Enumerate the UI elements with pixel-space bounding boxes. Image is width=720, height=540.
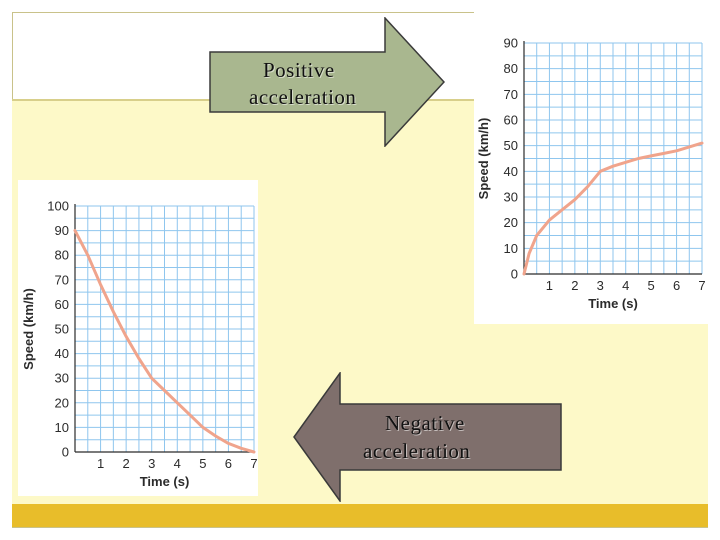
positive-acceleration-arrow: Positive acceleration <box>209 17 445 147</box>
x-axis-title: Time (s) <box>588 296 638 311</box>
y-axis-title: Speed (km/h) <box>21 288 36 370</box>
x-tick-label: 6 <box>673 278 680 293</box>
y-tick-label: 30 <box>504 190 518 205</box>
y-tick-label: 70 <box>504 87 518 102</box>
y-tick-label: 10 <box>504 241 518 256</box>
x-tick-label: 3 <box>597 278 604 293</box>
bottom-bar <box>12 504 708 527</box>
y-tick-label: 100 <box>47 199 69 214</box>
positive-arrow-label-line1: Positive <box>263 58 335 82</box>
grid <box>524 42 703 274</box>
y-tick-label: 80 <box>504 61 518 76</box>
y-tick-label: 0 <box>511 267 518 282</box>
x-tick-label: 2 <box>571 278 578 293</box>
y-tick-label: 30 <box>55 371 69 386</box>
y-tick-label: 60 <box>55 297 69 312</box>
y-tick-label: 60 <box>504 113 518 128</box>
grid <box>75 205 255 452</box>
y-tick-label: 40 <box>504 164 518 179</box>
x-axis-title: Time (s) <box>140 474 190 489</box>
y-tick-label: 80 <box>55 248 69 263</box>
y-tick-label: 40 <box>55 346 69 361</box>
right-arrow-shape <box>209 17 445 147</box>
x-tick-label: 2 <box>123 456 130 471</box>
negative-arrow-label-line2: acceleration <box>363 439 471 463</box>
x-tick-label: 7 <box>698 278 705 293</box>
negative-arrow-label-line1: Negative <box>385 411 465 435</box>
negative-acceleration-arrow: Negative acceleration <box>293 372 563 502</box>
y-tick-label: 50 <box>55 322 69 337</box>
y-tick-label: 20 <box>504 215 518 230</box>
y-tick-label: 50 <box>504 138 518 153</box>
x-tick-label: 1 <box>97 456 104 471</box>
x-tick-label: 5 <box>648 278 655 293</box>
x-tick-label: 5 <box>199 456 206 471</box>
positive-acceleration-chart: 0 10 20 30 40 50 60 70 80 90 1 2 3 4 5 6 7 Time (s) Speed … <box>474 12 708 324</box>
negative-speed-curve <box>73 229 256 454</box>
x-tick-label: 4 <box>622 278 629 293</box>
negative-chart-svg: 0 10 20 30 40 50 60 70 80 90 100 1 2 3 4 5 6 7 Time (s) Spe… <box>21 199 258 490</box>
x-tick-label: 1 <box>546 278 553 293</box>
y-tick-label: 90 <box>55 223 69 238</box>
x-tick-label: 7 <box>250 456 257 471</box>
left-arrow-shape <box>293 372 562 502</box>
positive-speed-curve <box>522 141 704 276</box>
positive-chart-svg: 0 10 20 30 40 50 60 70 80 90 1 2 3 4 5 6 7 Time (s) Speed … <box>476 36 706 312</box>
y-axis-title: Speed (km/h) <box>476 118 491 200</box>
negative-acceleration-chart: 0 10 20 30 40 50 60 70 80 90 100 1 2 3 4 5 6 7 Time (s) Spe… <box>18 180 258 496</box>
x-tick-label: 6 <box>225 456 232 471</box>
y-tick-label: 10 <box>55 420 69 435</box>
y-tick-label: 20 <box>55 395 69 410</box>
x-tick-label: 4 <box>174 456 181 471</box>
x-tick-label: 3 <box>148 456 155 471</box>
y-tick-label: 0 <box>62 445 69 460</box>
positive-arrow-label-line2: acceleration <box>249 85 357 109</box>
y-tick-label: 90 <box>504 36 518 51</box>
y-tick-label: 70 <box>55 272 69 287</box>
